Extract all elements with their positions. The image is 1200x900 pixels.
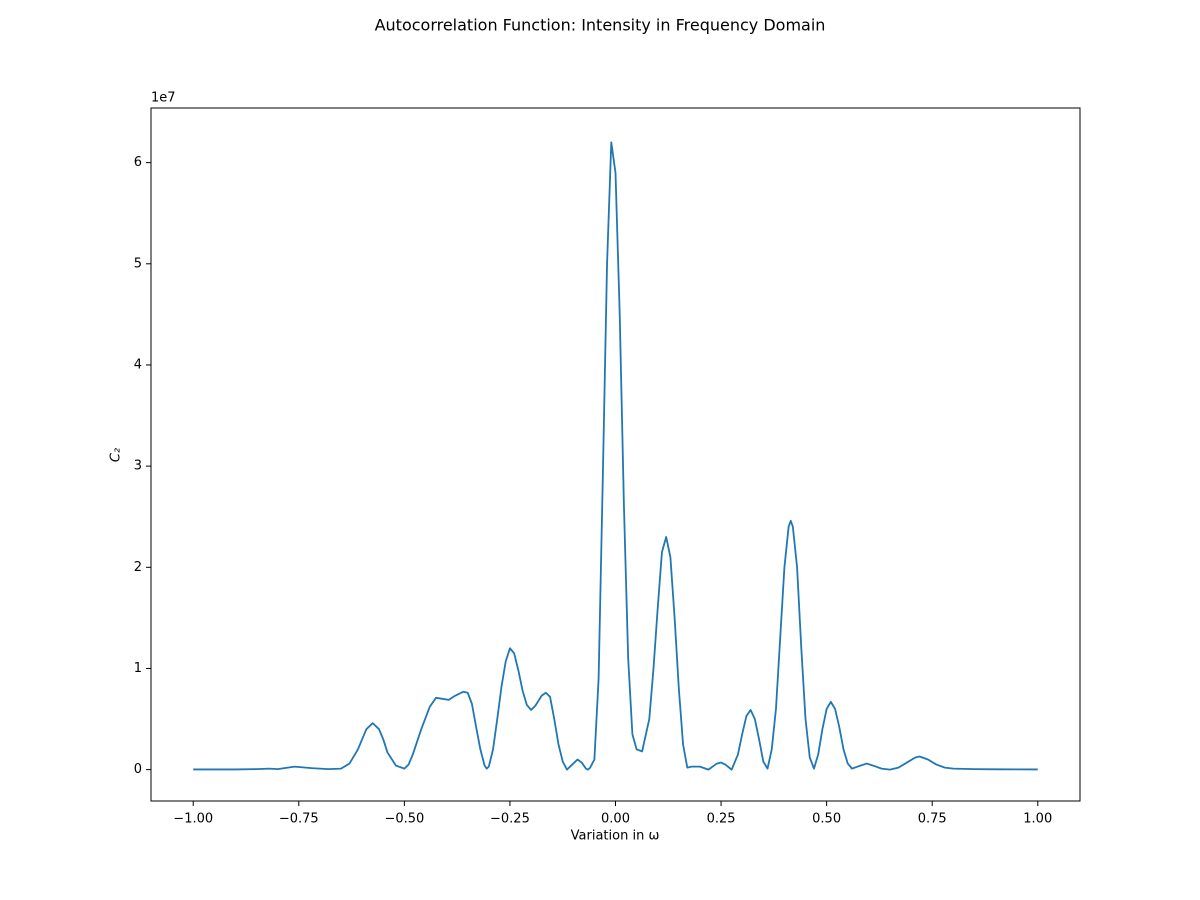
chart-title: Autocorrelation Function: Intensity in F… bbox=[375, 16, 826, 35]
x-tick-label: 0.75 bbox=[918, 812, 947, 827]
y-tick-label: 0 bbox=[134, 762, 142, 777]
x-tick-label: −0.50 bbox=[384, 812, 424, 827]
x-tick-label: 0.50 bbox=[812, 812, 841, 827]
x-axis-label: Variation in ω bbox=[571, 829, 660, 844]
y-tick-label: 5 bbox=[134, 256, 142, 271]
y-offset-label: 1e7 bbox=[151, 91, 176, 106]
y-axis-label: C₂ bbox=[109, 448, 124, 462]
y-tick-label: 2 bbox=[134, 560, 142, 575]
y-tick-label: 4 bbox=[134, 357, 142, 372]
x-tick-label: 1.00 bbox=[1023, 812, 1052, 827]
x-tick-label: −1.00 bbox=[173, 812, 213, 827]
x-tick-label: −0.75 bbox=[279, 812, 319, 827]
x-tick-label: 0.00 bbox=[601, 812, 630, 827]
plot-frame bbox=[150, 107, 1081, 802]
x-tick-label: 0.25 bbox=[707, 812, 736, 827]
y-tick-label: 3 bbox=[134, 459, 142, 474]
line-series bbox=[193, 141, 1038, 771]
y-tick-label: 6 bbox=[134, 155, 142, 170]
y-tick-label: 1 bbox=[134, 661, 142, 676]
x-tick-label: −0.25 bbox=[490, 812, 530, 827]
